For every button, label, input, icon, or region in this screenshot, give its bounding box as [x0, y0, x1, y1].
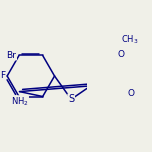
Text: Br: Br [6, 51, 16, 60]
Text: O: O [118, 50, 125, 59]
Text: O: O [128, 89, 135, 98]
Text: S: S [68, 94, 74, 104]
Text: F: F [0, 71, 5, 81]
Text: NH$_2$: NH$_2$ [11, 96, 28, 108]
Text: CH$_3$: CH$_3$ [121, 33, 139, 46]
